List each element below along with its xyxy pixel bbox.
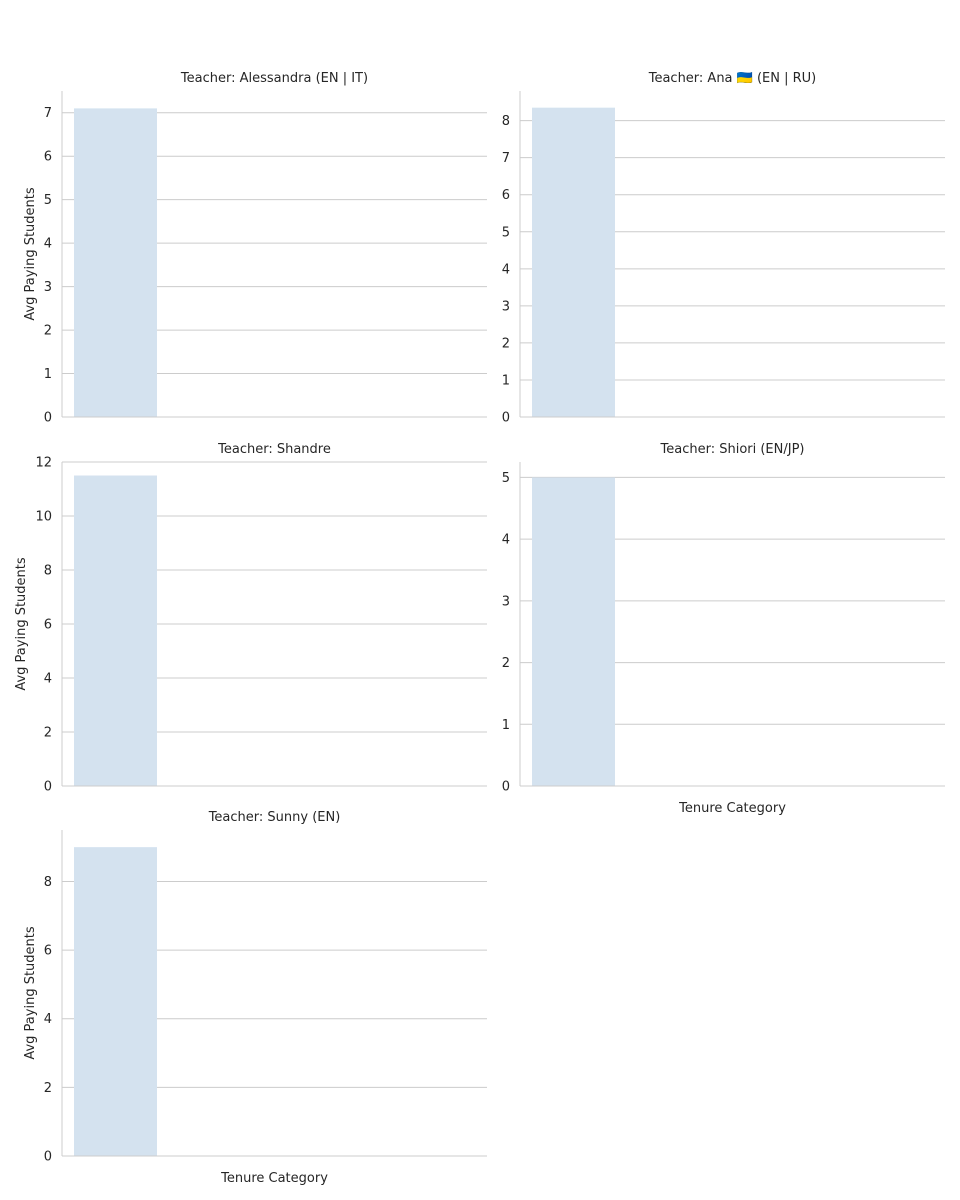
bar — [74, 847, 157, 1156]
y-axis-label: Avg Paying Students — [14, 557, 29, 691]
y-tick-label: 2 — [44, 726, 52, 741]
y-tick-label: 3 — [502, 594, 510, 609]
x-axis-label: Tenure Category — [220, 1171, 328, 1186]
panel-title: Teacher: Ana 🇺🇦 (EN | RU) — [648, 71, 817, 86]
bar — [74, 108, 157, 418]
y-tick-label: 5 — [502, 225, 510, 240]
y-tick-label: 6 — [44, 618, 52, 633]
y-tick-label: 4 — [44, 672, 52, 687]
y-tick-label: 0 — [44, 780, 52, 795]
y-tick-label: 1 — [44, 367, 52, 382]
y-tick-label: 6 — [44, 944, 52, 959]
y-tick-label: 0 — [502, 411, 510, 426]
facet-panel-4: 0 2 4 6 8 Teacher: Sunny (EN) Avg Paying Stude… — [23, 810, 487, 1186]
y-tick-label: 3 — [502, 299, 510, 314]
y-tick-label: 6 — [44, 150, 52, 165]
panel-title: Teacher: Sunny (EN) — [208, 810, 341, 825]
bar — [532, 107, 615, 417]
y-tick-label: 4 — [44, 237, 52, 252]
panel-title: Teacher: Shandre — [217, 442, 331, 457]
y-tick-label: 4 — [44, 1012, 52, 1027]
facet-panel-3: 0 1 2 3 4 5 Teacher: Shiori (EN/JP) Tenure Cate… — [502, 442, 945, 816]
y-tick-label: 6 — [502, 188, 510, 203]
y-tick-label: 2 — [502, 336, 510, 351]
y-tick-label: 10 — [35, 510, 52, 525]
y-tick-label: 0 — [44, 411, 52, 426]
y-axis-label: Avg Paying Students — [23, 926, 38, 1060]
bar — [532, 477, 615, 786]
y-tick-label: 1 — [502, 373, 510, 388]
y-tick-label: 5 — [44, 193, 52, 208]
y-tick-label: 5 — [502, 471, 510, 486]
y-tick-label: 7 — [44, 106, 52, 121]
y-tick-label: 1 — [502, 718, 510, 733]
facet-panel-2: 0 2 4 6 8 10 12 Teacher: Shandre Avg Paying Stud… — [14, 442, 487, 795]
y-tick-label: 0 — [44, 1150, 52, 1165]
y-tick-label: 8 — [44, 875, 52, 890]
y-tick-label: 12 — [35, 456, 52, 471]
y-tick-label: 4 — [502, 533, 510, 548]
y-tick-label: 0 — [502, 780, 510, 795]
y-tick-label: 2 — [44, 324, 52, 339]
y-tick-label: 8 — [502, 114, 510, 129]
bar — [74, 475, 157, 786]
y-tick-label: 2 — [502, 656, 510, 671]
y-tick-label: 3 — [44, 280, 52, 295]
y-tick-label: 4 — [502, 262, 510, 277]
y-axis-label: Avg Paying Students — [23, 187, 38, 321]
facet-panel-1: 0 1 2 3 4 5 6 7 8 Teacher: Ana 🇺🇦 (EN | RU) — [502, 71, 945, 426]
y-tick-label: 8 — [44, 564, 52, 579]
x-axis-label: Tenure Category — [678, 801, 786, 816]
facet-panel-0: 0 1 2 3 4 5 6 7 Teacher: Alessandra (EN | IT) Avg… — [23, 71, 487, 426]
panel-title: Teacher: Shiori (EN/JP) — [660, 442, 805, 457]
panel-title: Teacher: Alessandra (EN | IT) — [180, 71, 368, 86]
y-tick-label: 7 — [502, 151, 510, 166]
y-tick-label: 2 — [44, 1081, 52, 1096]
